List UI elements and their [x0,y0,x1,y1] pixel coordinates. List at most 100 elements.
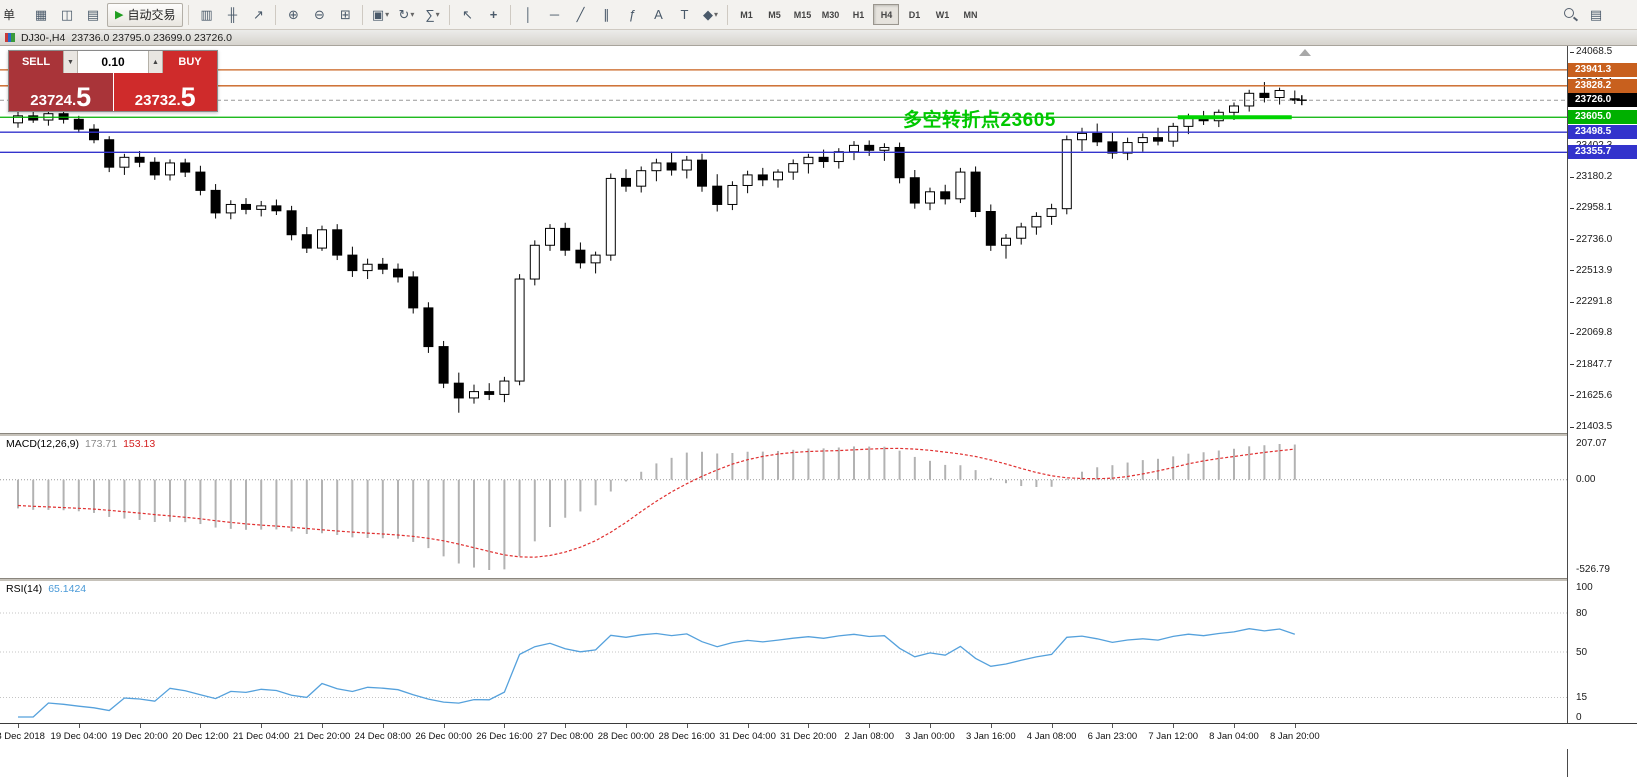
time-tick-mark [990,724,992,728]
axis-tick-label: 21625.6 [1576,389,1613,401]
sell-price-button[interactable]: 23724. 5 [9,73,113,111]
axis-tick-label: 22513.9 [1576,264,1613,276]
equidistant-channel-icon[interactable]: ∥ [603,6,610,22]
rsi-name: RSI(14) [6,583,43,595]
rsi-axis-label: 100 [1576,581,1593,593]
toolbar-separator [275,4,277,25]
time-tick-mark [930,724,931,728]
zoom-in-icon[interactable]: ⊕ [288,6,299,22]
timeframe-h4-button[interactable]: H4 [873,4,900,25]
time-tick-mark [1173,724,1175,728]
timeframe-mn-button[interactable]: MN [963,9,978,20]
time-tick-mark [747,724,749,728]
new-order-button[interactable]: 订单 [3,8,16,22]
time-tick-label: 21 Dec 20:00 [293,731,351,742]
search-icon[interactable] [1558,3,1582,27]
axis-tick-label: 24068.5 [1576,46,1613,57]
timeframe-w1-button[interactable]: W1 [935,9,950,20]
time-tick-mark [382,724,384,728]
cycle-charts-icon[interactable]: ↻ ▾ [398,6,415,22]
time-tick-mark [1294,724,1296,728]
buy-button[interactable]: BUY [163,51,217,73]
axis-tick-mark [1570,207,1574,209]
toolbar-separator [188,4,190,25]
time-tick-label: 8 Jan 20:00 [1269,731,1320,742]
arrows-icon[interactable]: ◆ ▾ [702,6,718,22]
axis-tick-mark [1570,176,1574,178]
volume-up-button[interactable]: ▲ [148,51,163,73]
macd-value-signal: 153.13 [123,438,156,450]
auto-trading-button[interactable]: ▶ 自动交易 [107,2,184,27]
timeframe-h1-button[interactable]: H1 [852,9,865,20]
panel-splitter-rsi[interactable] [0,578,1637,581]
chart-window-titlebar: DJ30-,H4 23736.0 23795.0 23699.0 23726.0 [0,30,1637,46]
charts-grid-icon[interactable]: ▦ [34,6,48,22]
time-tick-label: 26 Dec 00:00 [415,731,472,742]
timeframe-m15-button[interactable]: M15 [793,9,812,20]
chart-area[interactable]: SELL ▼ 0.10 ▲ BUY 23724. 5 23732. 5 MACD(1… [0,46,1637,777]
rsi-panel[interactable] [0,581,1567,723]
text-label-icon[interactable]: T [680,7,689,22]
axis-tick-label: 22736.0 [1576,233,1613,245]
time-tick-label: 3 Jan 16:00 [965,731,1016,742]
time-tick-mark [1112,724,1114,728]
time-tick-mark [200,724,202,728]
zoom-out-icon[interactable]: ⊖ [314,6,325,22]
axis-tick-mark [1570,239,1574,240]
data-window-icon[interactable]: ▤ [1589,6,1603,22]
axis-tick-mark [1570,395,1574,397]
rsi-axis-label: 0 [1576,711,1582,723]
volume-down-button[interactable]: ▼ [63,51,78,73]
crosshair-icon[interactable]: + [489,7,498,22]
cursor-icon[interactable]: ↖ [462,6,473,22]
time-tick-label: 19 Dec 04:00 [50,731,108,742]
horizontal-line-icon[interactable]: ─ [549,7,560,22]
rsi-axis-label: 15 [1576,692,1588,703]
macd-value-main: 173.71 [84,438,118,450]
axis-tick-label: 23402.3 [1576,140,1612,151]
time-tick-mark [1051,724,1053,728]
time-tick-mark [869,724,871,728]
time-tick-mark [261,724,263,728]
rsi-axis-label: 80 [1576,607,1588,619]
main-price-chart[interactable] [0,46,1567,433]
trend-annotation[interactable]: 多空转折点23605 [903,110,1056,132]
timeframe-d1-button[interactable]: D1 [908,9,921,20]
macd-panel[interactable] [0,436,1567,578]
candlestick-chart-icon[interactable]: ╫ [227,7,238,22]
timeframe-m5-button[interactable]: M5 [768,9,781,20]
fibonacci-icon[interactable]: ƒ [628,7,637,22]
tile-windows-icon[interactable]: ⊞ [340,6,351,22]
sell-button[interactable]: SELL [9,51,63,73]
indicators-icon[interactable]: ∑ ▾ [425,7,440,22]
price-axis[interactable]: 24068.523846.423624.323402.323180.222958… [1567,46,1637,777]
time-tick-mark [626,724,627,728]
time-tick-mark [322,724,323,728]
chart-window-title: DJ30-,H4 [21,31,66,44]
macd-axis-label: 207.07 [1576,438,1607,449]
timeframe-m1-button[interactable]: M1 [740,9,753,20]
timeframe-m30-button[interactable]: M30 [821,9,840,20]
axis-tick-mark [1570,332,1574,334]
line-chart-icon[interactable]: ↗ [253,6,264,22]
time-tick-mark [78,724,80,728]
time-tick-label: 3 Jan 00:00 [905,731,955,742]
clipped-edge-icon[interactable]: ▦ [1610,3,1634,27]
magnifier-glyph [1563,7,1578,22]
trendline-icon[interactable]: ╱ [576,6,585,22]
bar-chart-icon[interactable]: ▥ [200,6,213,22]
vertical-line-icon[interactable]: │ [524,7,533,22]
buy-price-fraction: 5 [180,81,196,112]
text-icon[interactable]: A [654,7,663,22]
profiles-icon[interactable]: ◫ [60,6,74,22]
market-watch-icon[interactable]: ▤ [86,6,100,22]
new-chart-icon[interactable]: ▣ ▾ [371,6,390,22]
buy-price-button[interactable]: 23732. 5 [113,73,217,112]
sell-price-main: 23724. [30,92,77,109]
time-tick-mark [565,724,567,728]
time-tick-label: 31 Dec 04:00 [719,731,776,742]
panel-splitter-macd[interactable] [0,433,1637,436]
time-tick-mark [139,724,141,728]
volume-input[interactable]: 0.10 [78,51,148,73]
